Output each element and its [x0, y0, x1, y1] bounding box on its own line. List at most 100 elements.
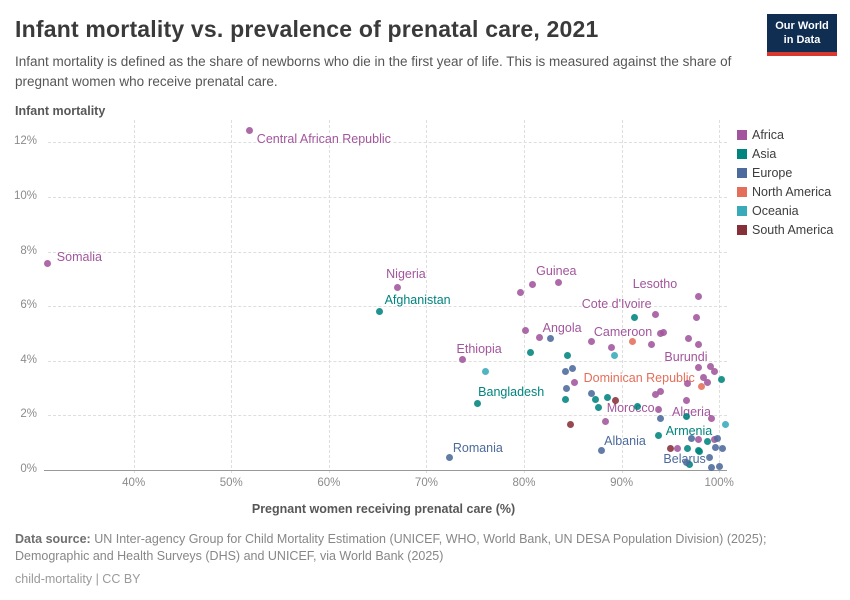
gridline-y-6 — [48, 306, 727, 308]
data-point[interactable] — [717, 376, 725, 384]
data-point[interactable] — [703, 438, 711, 446]
data-point[interactable] — [684, 445, 692, 453]
data-point-albania[interactable] — [597, 447, 605, 455]
data-point-guinea[interactable] — [554, 279, 562, 287]
x-axis-title: Pregnant women receiving prenatal care (… — [251, 502, 516, 516]
data-point[interactable] — [567, 421, 575, 429]
data-point-armenia[interactable] — [655, 431, 663, 439]
data-point[interactable] — [657, 329, 665, 337]
data-point-ethiopia[interactable] — [459, 355, 467, 363]
data-point[interactable] — [713, 434, 721, 442]
data-point[interactable] — [594, 403, 602, 411]
data-point[interactable] — [522, 327, 530, 335]
data-point[interactable] — [683, 413, 691, 421]
data-point-algeria[interactable] — [682, 396, 690, 404]
data-point[interactable] — [707, 463, 715, 471]
legend-item-asia[interactable]: Asia — [737, 147, 833, 161]
data-point[interactable] — [693, 313, 701, 321]
country-label-nigeria: Nigeria — [386, 267, 426, 282]
gridline-y-12 — [48, 142, 727, 144]
owid-logo[interactable]: Our World in Data — [767, 14, 837, 56]
data-point[interactable] — [612, 396, 620, 404]
y-tick-label-0: 0% — [20, 463, 37, 475]
legend-item-africa[interactable]: Africa — [737, 128, 833, 142]
data-point[interactable] — [710, 368, 718, 376]
data-point[interactable] — [673, 445, 681, 453]
data-point[interactable] — [703, 378, 711, 386]
data-point[interactable] — [695, 341, 703, 349]
legend-item-north-america[interactable]: North America — [737, 185, 833, 199]
data-point[interactable] — [633, 402, 641, 410]
data-source-label: Data source: — [15, 532, 91, 546]
data-point[interactable] — [652, 391, 660, 399]
gridline-y-8 — [48, 251, 727, 253]
data-point[interactable] — [482, 368, 490, 376]
data-point[interactable] — [715, 463, 723, 471]
data-point[interactable] — [611, 351, 619, 359]
legend-item-south-america[interactable]: South America — [737, 223, 833, 237]
legend-label-oceania: Oceania — [752, 204, 799, 218]
data-point[interactable] — [587, 390, 595, 398]
legend-swatch-africa — [737, 130, 747, 140]
data-point[interactable] — [686, 461, 694, 469]
data-point[interactable] — [685, 335, 693, 343]
data-point[interactable] — [630, 313, 638, 321]
data-point[interactable] — [587, 338, 595, 346]
country-label-algeria: Algeria — [672, 405, 711, 420]
data-point[interactable] — [571, 379, 579, 387]
data-point[interactable] — [711, 443, 719, 451]
data-point[interactable] — [718, 444, 726, 452]
data-point[interactable] — [516, 289, 524, 296]
gridline-x-50 — [231, 120, 233, 473]
data-point[interactable] — [529, 280, 537, 288]
data-point-dominican-republic[interactable] — [698, 383, 706, 391]
data-point-angola[interactable] — [536, 334, 544, 342]
data-point[interactable] — [628, 338, 636, 346]
data-point[interactable] — [657, 414, 665, 422]
legend: Africa Asia Europe North America Oceania Sout… — [737, 128, 833, 242]
data-point[interactable] — [561, 368, 569, 376]
data-point-central-african-republic[interactable] — [246, 126, 254, 134]
data-point-bangladesh[interactable] — [473, 399, 481, 407]
legend-label-asia: Asia — [752, 147, 777, 161]
data-point-cameroon[interactable] — [608, 343, 616, 351]
data-point[interactable] — [688, 435, 696, 443]
data-point[interactable] — [602, 418, 610, 426]
data-point[interactable] — [695, 364, 703, 372]
gridline-x-90 — [621, 120, 623, 473]
data-point[interactable] — [682, 459, 690, 467]
data-point-cote-d-ivoire[interactable] — [652, 310, 660, 318]
data-point-nigeria[interactable] — [393, 283, 401, 291]
data-point[interactable] — [696, 448, 704, 456]
data-point[interactable] — [546, 335, 554, 343]
data-point[interactable] — [591, 395, 599, 403]
data-point-somalia[interactable] — [44, 260, 52, 268]
data-point[interactable] — [657, 388, 665, 396]
data-point[interactable] — [721, 421, 729, 429]
data-point-belarus[interactable] — [705, 454, 713, 462]
data-point[interactable] — [604, 394, 612, 402]
data-point[interactable] — [700, 374, 708, 382]
data-point[interactable] — [561, 395, 569, 403]
data-point[interactable] — [648, 340, 656, 348]
data-point-afghanistan[interactable] — [376, 308, 384, 316]
data-point-romania[interactable] — [446, 454, 454, 462]
data-point[interactable] — [666, 444, 674, 452]
legend-item-europe[interactable]: Europe — [737, 166, 833, 180]
data-point-lesotho[interactable] — [695, 293, 703, 301]
data-point[interactable] — [527, 349, 535, 357]
data-point-morocco[interactable] — [655, 405, 663, 413]
data-point[interactable] — [684, 380, 692, 388]
country-label-morocco: Morocco — [606, 401, 655, 416]
y-tick-label-6: 6% — [20, 299, 37, 312]
data-point[interactable] — [563, 384, 571, 392]
y-tick-label-4: 4% — [20, 353, 37, 366]
country-label-angola: Angola — [542, 320, 582, 335]
legend-item-oceania[interactable]: Oceania — [737, 204, 833, 218]
data-point[interactable] — [707, 414, 715, 422]
data-point[interactable] — [695, 436, 703, 444]
data-point[interactable] — [569, 365, 577, 373]
country-label-dominican-republic: Dominican Republic — [583, 370, 695, 385]
data-point-burundi[interactable] — [706, 362, 714, 370]
data-point[interactable] — [564, 351, 572, 359]
